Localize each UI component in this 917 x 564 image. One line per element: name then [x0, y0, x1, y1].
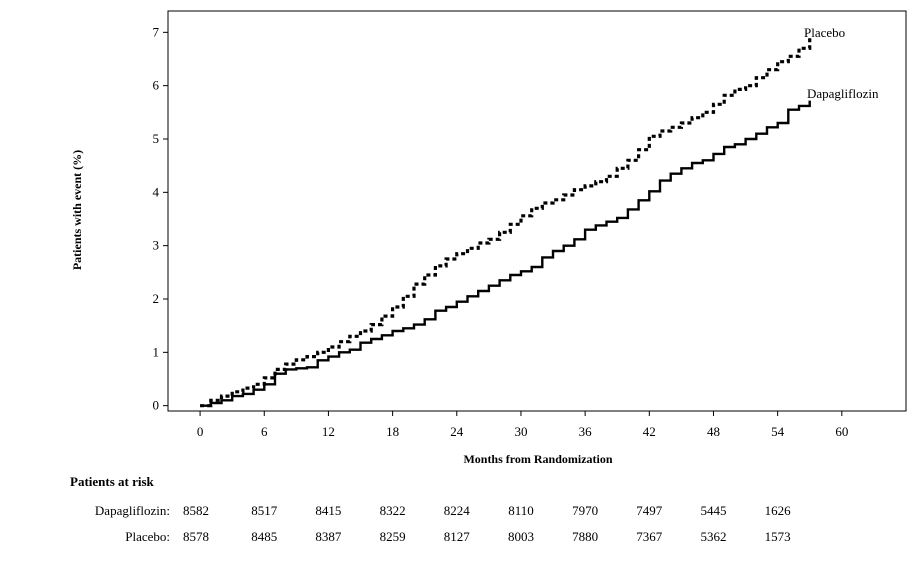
x-tick-label: 54 [771, 424, 785, 439]
series-line-dapagliflozin [200, 100, 811, 407]
risk-table-row: Placebo: 8578 8485 8387 8259 8127 8003 7880 7367… [0, 529, 917, 547]
risk-cell: 8127 [443, 529, 470, 544]
risk-cell: 8485 [251, 529, 278, 544]
risk-cell: 8578 [183, 529, 209, 544]
x-tick-label: 0 [197, 424, 204, 439]
y-tick-label: 7 [153, 24, 160, 39]
risk-cell: 8003 [507, 529, 534, 544]
risk-cell: 8582 [183, 503, 209, 518]
x-tick-label: 30 [514, 424, 527, 439]
risk-cell: 1626 [764, 503, 791, 518]
y-axis-label: Patients with event (%) [70, 150, 84, 270]
risk-row-label: Placebo: [125, 529, 170, 544]
series-label-placebo: Placebo [804, 25, 845, 40]
x-tick-label: 36 [579, 424, 593, 439]
risk-cell: 8224 [443, 503, 470, 518]
risk-cell: 8110 [508, 503, 534, 518]
y-tick-label: 4 [153, 184, 160, 199]
risk-cell: 7880 [572, 529, 599, 544]
risk-table-title: Patients at risk [70, 474, 154, 489]
risk-cell: 7970 [572, 503, 599, 518]
plot-frame [167, 10, 907, 412]
x-tick-label: 6 [261, 424, 268, 439]
x-tick-label: 48 [707, 424, 720, 439]
x-tick-label: 60 [835, 424, 848, 439]
y-tick-label: 0 [153, 398, 160, 413]
risk-cell: 8517 [251, 503, 278, 518]
risk-cell: 1573 [764, 529, 791, 544]
series-layer [200, 37, 812, 408]
risk-cell: 7497 [636, 503, 663, 518]
series-label-dapagliflozin: Dapagliflozin [807, 86, 879, 101]
x-tick-label: 18 [386, 424, 399, 439]
risk-cell: 5362 [700, 529, 727, 544]
risk-table-row: Dapagliflozin: 8582 8517 8415 8322 8224 8110 79… [0, 503, 917, 521]
y-tick-label: 1 [153, 344, 160, 359]
risk-cell: 8322 [379, 503, 406, 518]
x-tick-label: 42 [643, 424, 656, 439]
y-tick-label: 3 [153, 238, 160, 253]
risk-cell: 8415 [315, 503, 342, 518]
series-line-placebo [200, 37, 812, 408]
risk-cell: 8387 [315, 529, 342, 544]
x-axis-label: Months from Randomization [463, 452, 612, 466]
y-axis: 0 1 2 3 4 5 6 7 [153, 24, 168, 413]
y-tick-label: 6 [153, 78, 160, 93]
x-axis: 0 6 12 18 24 30 36 42 48 54 60 [197, 411, 848, 439]
y-tick-label: 5 [153, 131, 160, 146]
risk-cell: 7367 [636, 529, 663, 544]
y-tick-label: 2 [153, 291, 160, 306]
risk-row-label: Dapagliflozin: [94, 503, 170, 518]
risk-cell: 8259 [379, 529, 406, 544]
x-tick-label: 12 [322, 424, 335, 439]
x-tick-label: 24 [450, 424, 464, 439]
risk-cell: 5445 [700, 503, 727, 518]
